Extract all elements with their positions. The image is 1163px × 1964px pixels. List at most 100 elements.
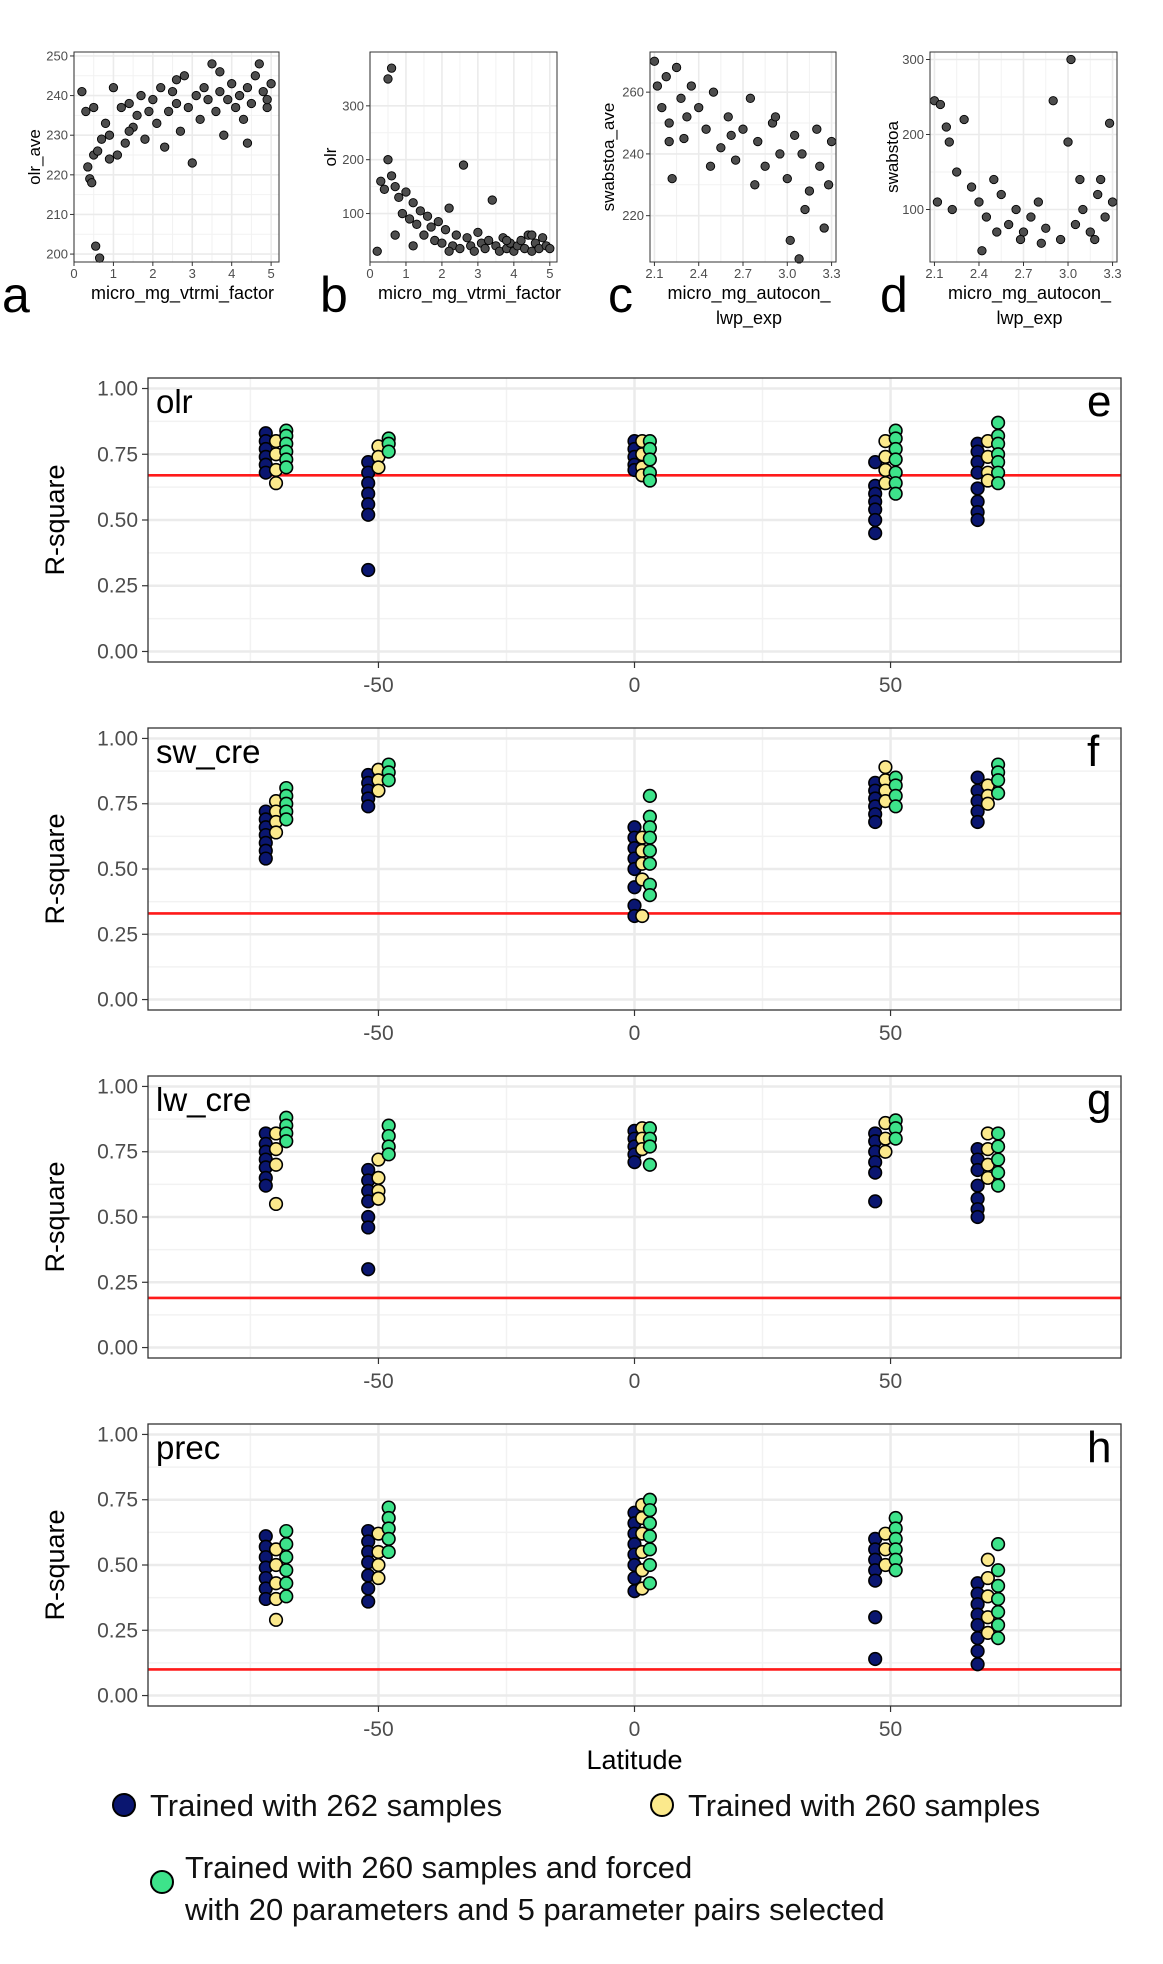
data-point-series-1: [868, 1194, 883, 1209]
data-point: [372, 246, 382, 256]
data-point: [1104, 118, 1115, 128]
data-point: [1093, 189, 1103, 200]
panel-letter: b: [320, 267, 348, 323]
data-point-series-1: [868, 512, 883, 528]
data-point-series-2: [268, 1157, 284, 1172]
data-point-series-3: [888, 799, 903, 814]
x-axis-title-line2: lwp_exp: [716, 308, 782, 329]
data-point: [422, 211, 433, 221]
data-point: [152, 118, 162, 128]
data-point: [83, 162, 93, 172]
data-point-series-3: [381, 1147, 396, 1162]
data-point: [116, 102, 126, 113]
legend-swatch-260-forced: [150, 1870, 174, 1894]
x-axis-title: micro_mg_vtrmi_factor: [378, 283, 561, 304]
data-point: [108, 83, 119, 93]
data-point-series-2: [268, 1612, 284, 1627]
data-point-series-1: [970, 1657, 985, 1672]
y-tick-label: 220: [46, 167, 68, 182]
data-point: [753, 136, 763, 147]
data-point-series-1: [361, 507, 376, 522]
panel-annotation: sw_cre: [156, 733, 261, 770]
panel-letter: d: [880, 267, 908, 323]
x-tick-label: 2.1: [925, 266, 943, 281]
y-tick-label: 260: [622, 85, 644, 100]
panel-c: 2.1 2.4 2.7 3.0 3.3 220 240 260 micro_mg_autocon…: [599, 51, 841, 329]
data-point-series-3: [990, 476, 1006, 491]
x-tick-label: 4: [510, 266, 517, 281]
data-point: [156, 83, 166, 93]
data-point-series-3: [279, 460, 294, 475]
legend-item-262: Trained with 262 samples: [112, 1788, 502, 1824]
panel-a: 0 1 2 3 4 5 200 210 220 230 240 250 micro_mg_vtrmi_f…: [2, 48, 280, 323]
panel-d: 2.1 2.4 2.7 3.0 3.3 100 200 300 micro_mg_autocon…: [880, 51, 1122, 329]
y-tick-label: 0.75: [97, 1489, 138, 1512]
data-point: [234, 90, 245, 101]
data-point-series-2: [371, 1191, 386, 1206]
data-point-series-2: [635, 908, 650, 924]
data-point: [140, 134, 150, 144]
panel-e: -50 0 50 0.00 0.25 0.50 0.75 1.00 olr e R-square: [40, 377, 1122, 697]
legend-label-260-forced-line1: Trained with 260 samples and forced: [185, 1850, 693, 1885]
data-point-series-3: [888, 1131, 903, 1146]
data-point: [804, 186, 815, 196]
x-tick-label: 2.4: [970, 266, 988, 281]
data-point: [77, 86, 87, 97]
y-axis-title: R-square: [40, 1509, 70, 1620]
data-point: [383, 155, 393, 165]
x-tick-label: 5: [267, 266, 274, 281]
x-tick-label: 0: [70, 266, 77, 281]
y-axis-title: R-square: [40, 1161, 70, 1272]
data-point: [223, 94, 233, 105]
data-point-series-1: [361, 1581, 376, 1596]
data-point: [163, 106, 174, 117]
data-point-series-1: [868, 1651, 883, 1667]
data-point-series-3: [990, 1604, 1006, 1620]
data-point: [1011, 204, 1021, 215]
data-point-series-3: [642, 888, 657, 903]
data-point: [124, 126, 134, 136]
y-tick-label: 1.00: [97, 1423, 138, 1446]
y-tick-label: 0.75: [97, 1141, 138, 1164]
data-point: [694, 102, 704, 113]
y-tick-label: 200: [902, 127, 924, 142]
data-point: [944, 137, 954, 147]
data-point: [1015, 234, 1026, 245]
data-point: [484, 235, 494, 246]
x-tick-label: 0: [629, 674, 641, 697]
data-point: [104, 154, 115, 164]
data-point: [1063, 137, 1073, 147]
data-point: [455, 243, 465, 254]
x-tick-label: 3.3: [823, 266, 841, 281]
data-point: [686, 81, 696, 91]
y-tick-label: 0.50: [97, 1554, 138, 1577]
data-point: [136, 90, 146, 101]
x-tick-label: 0: [629, 1022, 641, 1045]
data-point-series-3: [990, 1178, 1006, 1193]
data-point: [415, 206, 425, 216]
data-point-series-3: [990, 773, 1006, 788]
data-point: [386, 171, 397, 181]
data-point: [230, 102, 241, 113]
data-point: [1066, 54, 1076, 65]
data-point-series-3: [642, 788, 657, 803]
data-point: [1026, 212, 1036, 222]
data-point: [723, 112, 733, 122]
y-tick-label: 240: [46, 88, 68, 103]
x-tick-label: 2.7: [734, 266, 752, 281]
data-point: [785, 235, 795, 246]
data-point: [390, 230, 400, 240]
data-point: [262, 102, 272, 113]
data-point: [682, 112, 692, 122]
y-axis-title: olr_ave: [25, 129, 44, 185]
data-point-series-2: [371, 460, 386, 475]
data-point-series-3: [888, 486, 903, 501]
x-axis-title: micro_mg_autocon_: [948, 283, 1112, 304]
data-point: [227, 79, 237, 89]
data-point: [195, 114, 205, 125]
panel-annotation: olr: [156, 383, 193, 420]
x-tick-label: 4: [228, 266, 235, 281]
data-point: [527, 230, 537, 240]
data-point: [379, 184, 390, 194]
y-tick-label: 200: [46, 247, 68, 262]
